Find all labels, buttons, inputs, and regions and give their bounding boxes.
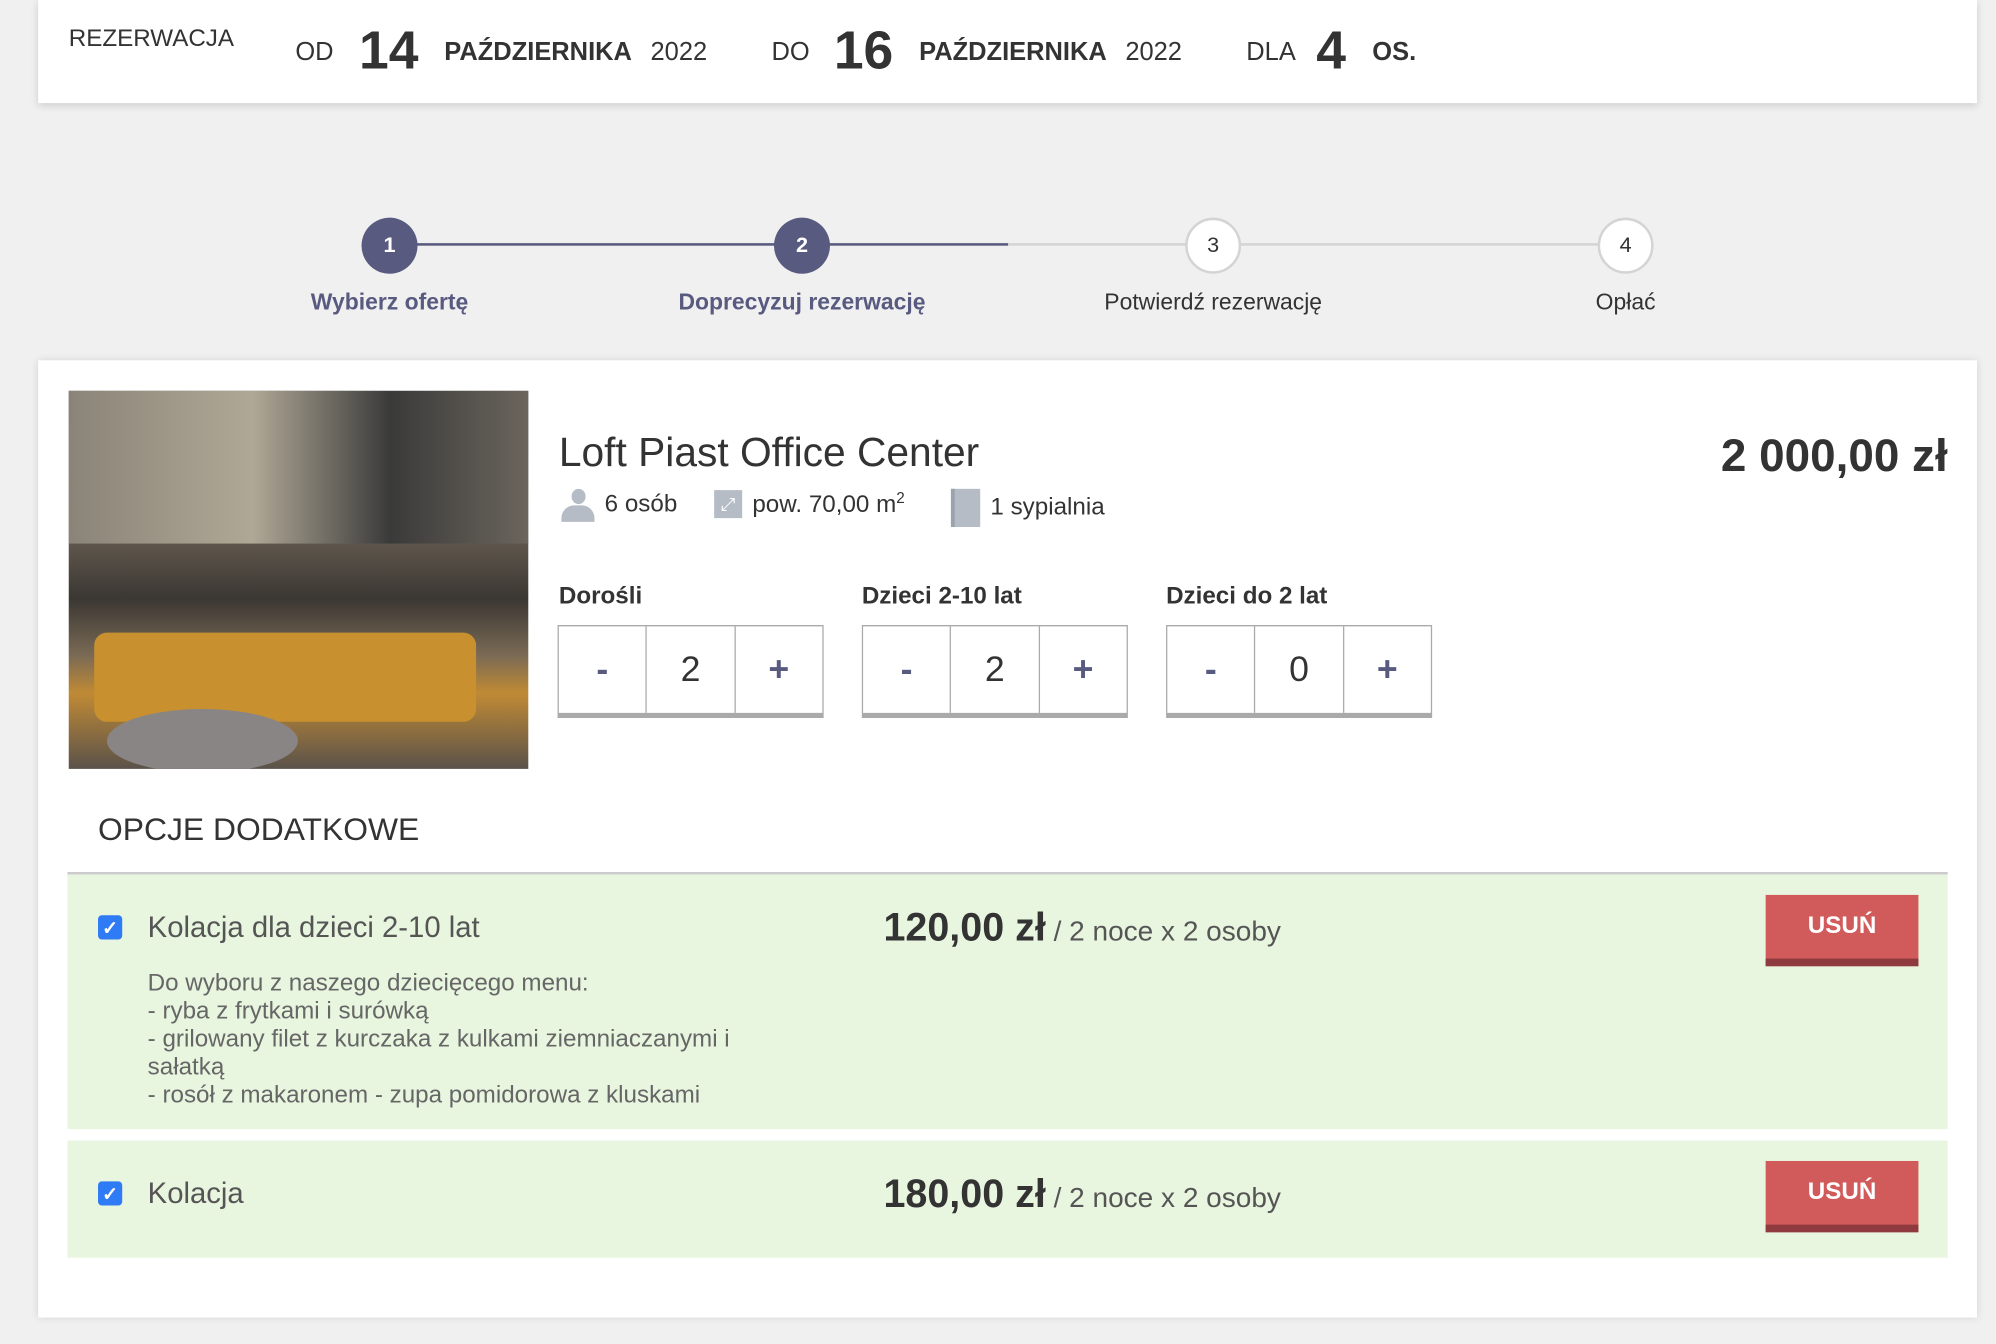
resize-icon: ⤢: [714, 490, 743, 519]
children-increment-button[interactable]: +: [1072, 649, 1094, 689]
step-4-label: Opłać: [1595, 288, 1656, 315]
extra-price: 180,00 zł / 2 noce x 2 osoby: [883, 1171, 1280, 1217]
adults-value[interactable]: 2: [647, 626, 736, 713]
extra-checkbox[interactable]: ✓: [98, 915, 123, 940]
step-1-circle[interactable]: 1: [361, 217, 418, 274]
extra-price-per: / 2 noce x 2 osoby: [1045, 1181, 1281, 1214]
to-label: DO: [771, 38, 810, 67]
person-icon: [561, 488, 595, 522]
extra-price-amount: 180,00 zł: [883, 1171, 1046, 1216]
for-label: DLA: [1246, 38, 1296, 67]
adults-increment-button[interactable]: +: [768, 649, 790, 689]
infants-label: Dzieci do 2 lat: [1166, 583, 1328, 610]
extra-price-amount: 120,00 zł: [883, 905, 1046, 950]
extras-title: OPCJE DODATKOWE: [98, 812, 420, 848]
description-line: - ryba z frytkami i surówką: [147, 998, 429, 1025]
offer-title: Loft Piast Office Center: [558, 429, 980, 475]
extra-name: Kolacja: [147, 1176, 244, 1210]
reservation-summary-bar: REZERWACJA OD 14 PAŹDZIERNIKA 2022 DO 16…: [38, 0, 1977, 104]
divider: [67, 872, 1948, 875]
remove-extra-button[interactable]: USUŃ: [1765, 894, 1919, 967]
step-3-circle: 3: [1185, 217, 1242, 274]
offer-price: 2 000,00 zł: [1720, 429, 1948, 482]
bedrooms-text: 1 sypialnia: [990, 493, 1105, 521]
extra-option-row: ✓ Kolacja dla dzieci 2-10 lat 120,00 zł …: [67, 874, 1948, 1130]
persons-count: 4: [1316, 20, 1347, 81]
children-decrement-button[interactable]: -: [863, 626, 952, 713]
area-feature: ⤢ pow. 70,00 m2: [714, 489, 905, 520]
from-year: 2022: [650, 38, 708, 67]
from-month: PAŹDZIERNIKA: [444, 38, 632, 67]
description-line: - grilowany filet z kurczaka z kulkami z…: [147, 1026, 730, 1081]
step-1-label[interactable]: Wybierz ofertę: [310, 288, 469, 315]
infants-stepper: - 0 +: [1166, 625, 1433, 718]
to-year: 2022: [1125, 38, 1182, 67]
capacity-text: 6 osób: [604, 491, 678, 519]
infants-decrement-button[interactable]: -: [1167, 626, 1256, 713]
adults-decrement-button[interactable]: -: [559, 626, 648, 713]
to-month: PAŹDZIERNIKA: [919, 38, 1107, 67]
adults-stepper: - 2 +: [557, 625, 824, 718]
reservation-title: REZERWACJA: [68, 25, 235, 53]
children-label: Dzieci 2-10 lat: [861, 583, 1022, 610]
extra-option-row: ✓ Kolacja 180,00 zł / 2 noce x 2 osoby U…: [67, 1140, 1948, 1258]
extra-name: Kolacja dla dzieci 2-10 lat: [147, 910, 480, 944]
extra-description: Do wyboru z naszego dziecięcego menu: - …: [148, 970, 810, 1110]
children-stepper: - 2 +: [861, 625, 1128, 718]
step-2-circle[interactable]: 2: [773, 217, 830, 274]
area-text: pow. 70,00 m: [752, 491, 897, 519]
area-sup: 2: [896, 488, 905, 507]
extra-checkbox[interactable]: ✓: [98, 1181, 123, 1206]
capacity-feature: 6 osób: [561, 488, 678, 522]
from-day: 14: [358, 20, 419, 81]
infants-value[interactable]: 0: [1256, 626, 1344, 713]
step-3-label: Potwierdź rezerwację: [1104, 288, 1323, 315]
bedrooms-feature: 1 sypialnia: [950, 488, 1105, 528]
persons-unit: OS.: [1372, 38, 1417, 67]
remove-extra-button[interactable]: USUŃ: [1765, 1160, 1919, 1233]
children-value[interactable]: 2: [951, 626, 1040, 713]
extra-price-per: / 2 noce x 2 osoby: [1045, 915, 1281, 948]
description-line: - rosół z makaronem - zupa pomidorowa z …: [147, 1082, 701, 1109]
to-day: 16: [833, 20, 894, 81]
description-line: Do wyboru z naszego dziecięcego menu:: [147, 970, 589, 997]
progress-line-done: [389, 243, 1009, 246]
infants-increment-button[interactable]: +: [1376, 649, 1398, 689]
step-4-circle: 4: [1597, 217, 1654, 274]
adults-label: Dorośli: [558, 583, 643, 610]
extra-price: 120,00 zł / 2 noce x 2 osoby: [883, 905, 1280, 951]
progress-line-todo: [1008, 243, 1626, 246]
offer-photo: [68, 390, 529, 769]
door-icon: [950, 488, 981, 528]
from-label: OD: [295, 38, 334, 67]
step-2-label[interactable]: Doprecyzuj rezerwację: [678, 288, 926, 315]
